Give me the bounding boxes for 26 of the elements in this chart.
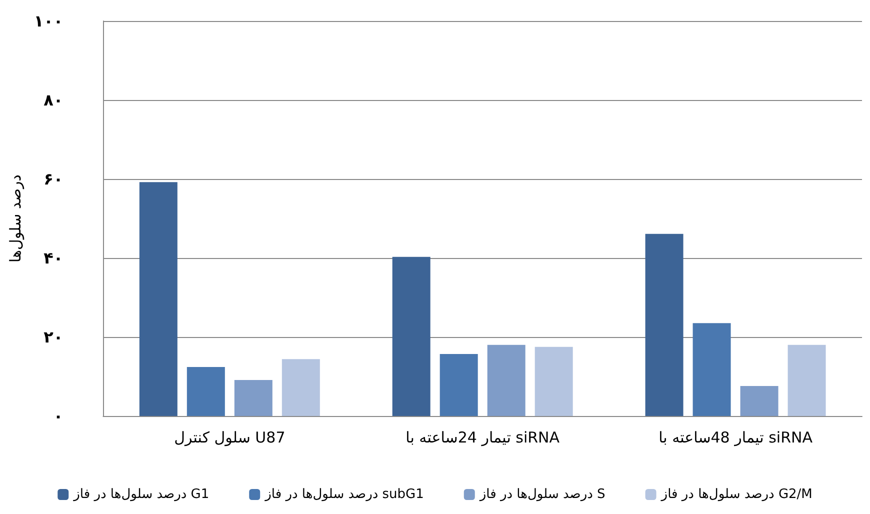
y-tick-label: ۲۰ [44,328,64,346]
legend-label: درصد سلول‌ها در فاز G1 [72,487,210,502]
bar [234,380,272,416]
x-tick-label: تیمار 48ساعته با siRNA [658,428,814,446]
bar [788,344,826,416]
bar [487,344,526,416]
x-tick-label: سلول کنترل U87 [174,428,286,446]
y-axis-title: درصد سلول‌ها [6,174,24,262]
bar [534,346,573,416]
y-tick-label: ۸۰ [44,90,64,110]
bar [692,323,731,416]
bar [139,182,178,416]
legend-label: درصد سلول‌ها در فاز subG1 [264,487,424,502]
bar [645,234,684,416]
y-tick-label: ۰ [53,406,64,426]
bar [740,386,778,416]
x-tick-label: تیمار 24ساعته با siRNA [406,428,560,446]
legend-label: درصد سلول‌ها در فاز G2/M [660,487,812,502]
bar [392,256,430,416]
legend-label: درصد سلول‌ها در فاز S [478,487,606,502]
y-tick-label: ۱۰۰ [34,12,64,30]
y-tick-label: ۶۰ [44,170,64,188]
bar [440,354,478,416]
bar [186,367,225,416]
y-tick-label: ۴۰ [44,248,64,268]
bar [282,359,320,416]
